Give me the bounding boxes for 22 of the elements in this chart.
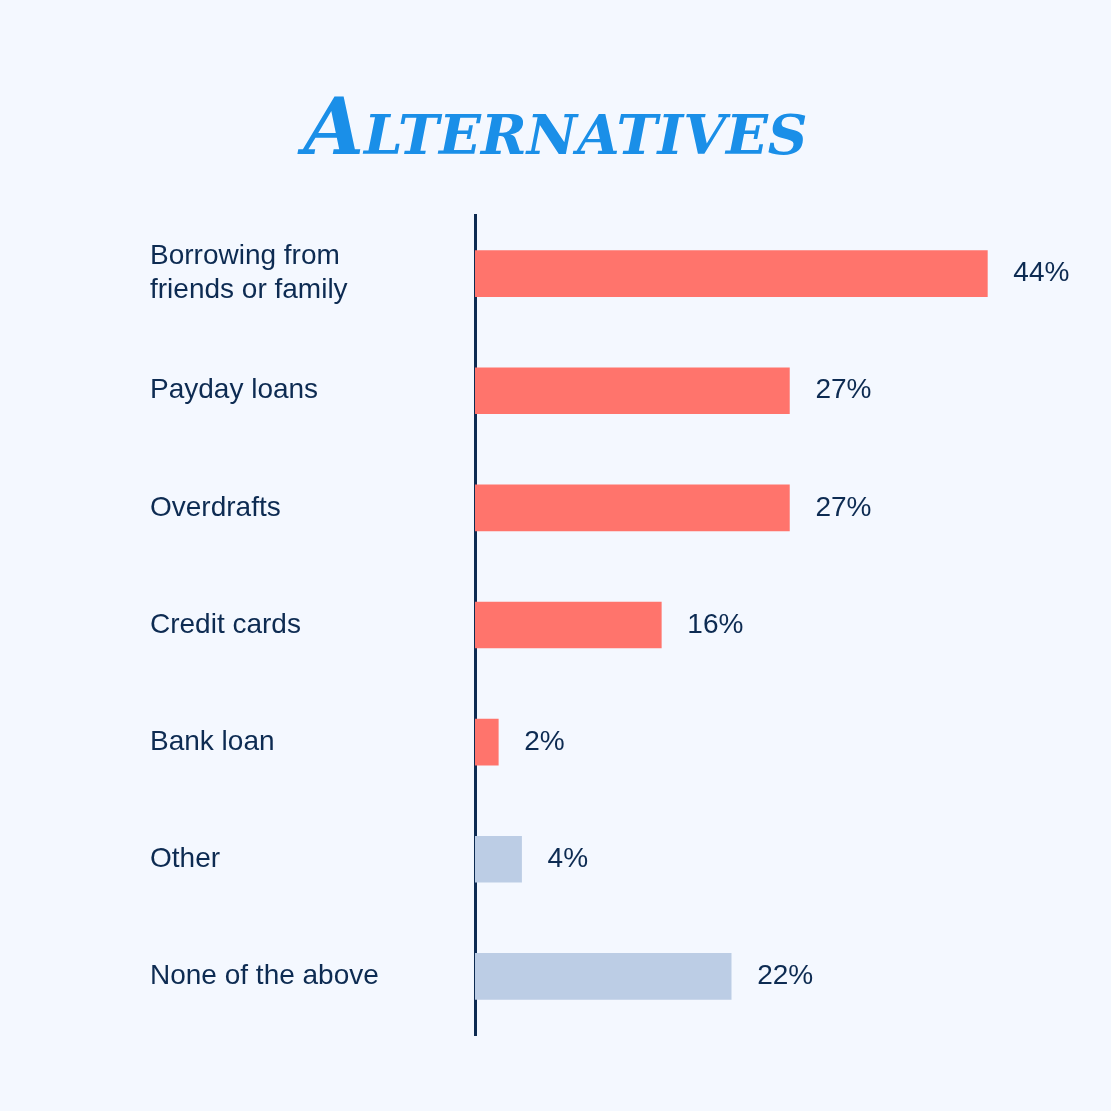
chart-title: Alternatives	[296, 80, 809, 174]
data-label: 22%	[757, 959, 814, 991]
y-tick-label: Other	[150, 842, 221, 873]
bar	[475, 484, 790, 532]
bar	[475, 835, 522, 883]
data-label: 4%	[547, 842, 589, 873]
y-tick-label: Credit cards	[150, 607, 301, 639]
bar	[475, 601, 662, 649]
bar	[475, 367, 790, 415]
bar	[475, 250, 988, 297]
y-tick-label: Overdrafts	[150, 490, 281, 522]
bar	[475, 718, 499, 766]
bar	[475, 953, 732, 1000]
data-label: 16%	[687, 607, 744, 639]
data-label: 27%	[815, 490, 872, 522]
y-tick-label: Payday loans	[150, 373, 319, 405]
data-label: 44%	[1013, 256, 1070, 288]
y-tick-label: None of the above	[150, 959, 379, 991]
y-tick-label: Bank loan	[150, 724, 275, 756]
y-tick-label: Borrowing from friends or family	[150, 239, 348, 305]
data-label: 2%	[524, 724, 565, 756]
data-label: 27%	[815, 373, 872, 405]
